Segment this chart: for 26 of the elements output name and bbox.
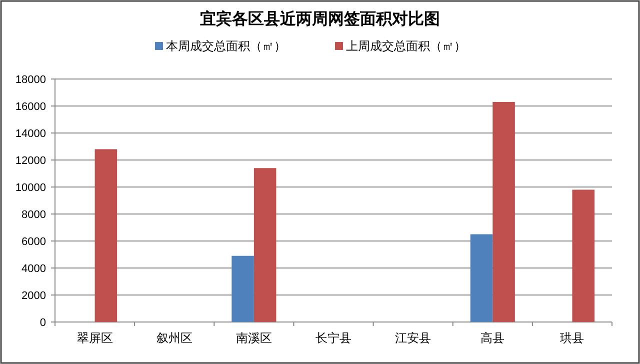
y-tick-label: 6000 <box>22 236 46 248</box>
y-tick-label: 14000 <box>15 128 46 140</box>
legend-label: 本周成交总面积（㎡） <box>166 39 286 53</box>
y-tick-label: 10000 <box>15 182 46 194</box>
bar <box>94 149 118 322</box>
x-tick-label: 江安县 <box>395 331 432 345</box>
y-tick-label: 12000 <box>15 155 46 167</box>
x-tick-label: 长宁县 <box>316 331 352 345</box>
chart-title: 宜宾各区县近两周网签面积对比图 <box>200 9 440 28</box>
x-tick-label: 高县 <box>480 331 505 345</box>
y-tick-label: 4000 <box>22 263 46 275</box>
y-tick-label: 16000 <box>15 101 46 113</box>
y-tick-label: 8000 <box>22 209 46 221</box>
bar <box>492 102 515 322</box>
bar <box>254 168 276 322</box>
bar <box>232 256 254 322</box>
x-tick-label: 翠屏区 <box>76 331 113 345</box>
y-tick-label: 0 <box>40 317 46 329</box>
bar <box>572 190 594 322</box>
x-tick-label: 南溪区 <box>236 331 272 345</box>
y-tick-label: 2000 <box>22 290 46 302</box>
legend-label: 上周成交总面积（㎡） <box>346 39 466 53</box>
bar <box>470 234 493 322</box>
y-tick-label: 18000 <box>15 74 46 86</box>
x-tick-label: 叙州区 <box>156 331 192 345</box>
x-tick-label: 珙县 <box>560 331 584 345</box>
